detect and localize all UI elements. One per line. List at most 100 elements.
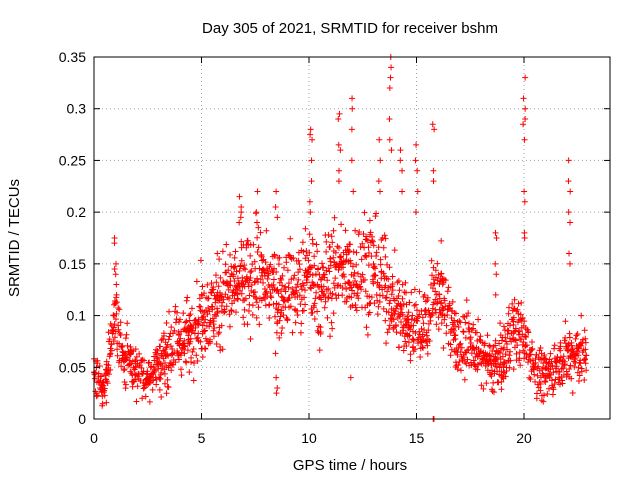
- data-point: [245, 241, 252, 248]
- data-point: [110, 338, 117, 345]
- data-point: [438, 237, 445, 244]
- data-point: [345, 249, 352, 256]
- data-point: [457, 340, 464, 347]
- data-point: [509, 300, 516, 307]
- data-point: [94, 392, 101, 399]
- data-point: [429, 272, 436, 279]
- data-point: [411, 286, 418, 293]
- data-point: [195, 318, 202, 325]
- data-point: [253, 209, 260, 216]
- data-point: [430, 167, 437, 174]
- data-point: [406, 299, 413, 306]
- data-point: [112, 271, 119, 278]
- data-point: [521, 136, 528, 143]
- data-point: [512, 325, 519, 332]
- data-point: [374, 297, 381, 304]
- data-point: [118, 344, 125, 351]
- data-point: [447, 341, 454, 348]
- y-axis-label: SRMTID / TECUs: [6, 179, 23, 297]
- data-point: [399, 329, 406, 336]
- data-point: [400, 300, 407, 307]
- data-point: [205, 295, 212, 302]
- data-point: [199, 353, 206, 360]
- data-point: [159, 336, 166, 343]
- data-point: [296, 266, 303, 273]
- data-point: [576, 372, 583, 379]
- data-point: [231, 254, 238, 261]
- data-point: [238, 257, 245, 264]
- data-point: [450, 327, 457, 334]
- data-point: [408, 289, 415, 296]
- data-point: [334, 243, 341, 250]
- data-point: [213, 279, 220, 286]
- data-point: [236, 219, 243, 226]
- data-point: [510, 318, 517, 325]
- data-point: [466, 362, 473, 369]
- data-point: [160, 330, 167, 337]
- data-point: [578, 368, 585, 375]
- data-point: [488, 373, 495, 380]
- data-point: [140, 385, 147, 392]
- data-point: [231, 278, 238, 285]
- data-point: [273, 188, 280, 195]
- data-point: [419, 344, 426, 351]
- data-point: [188, 305, 195, 312]
- data-point: [186, 312, 193, 319]
- data-point: [388, 291, 395, 298]
- data-point: [503, 338, 510, 345]
- data-point: [227, 251, 234, 258]
- data-point: [172, 359, 179, 366]
- data-point: [567, 362, 574, 369]
- data-point: [385, 276, 392, 283]
- data-point: [260, 294, 267, 301]
- data-point: [386, 322, 393, 329]
- data-point: [429, 285, 436, 292]
- data-point: [565, 347, 572, 354]
- data-point: [324, 277, 331, 284]
- data-point: [115, 305, 122, 312]
- data-point: [105, 329, 112, 336]
- data-point: [278, 276, 285, 283]
- data-point: [238, 238, 245, 245]
- data-point: [440, 345, 447, 352]
- data-point: [254, 234, 261, 241]
- data-point: [293, 307, 300, 314]
- data-point: [248, 282, 255, 289]
- data-point: [328, 233, 335, 240]
- data-point: [444, 288, 451, 295]
- data-point: [501, 358, 508, 365]
- data-point: [297, 329, 304, 336]
- data-point: [149, 386, 156, 393]
- data-point: [230, 273, 237, 280]
- data-point: [484, 332, 491, 339]
- data-point: [474, 366, 481, 373]
- data-point: [321, 304, 328, 311]
- data-point: [165, 336, 172, 343]
- data-point: [199, 283, 206, 290]
- data-point: [480, 385, 487, 392]
- data-point: [311, 316, 318, 322]
- data-point: [187, 335, 194, 342]
- data-point: [284, 317, 291, 324]
- data-point: [492, 229, 499, 236]
- data-point: [457, 348, 464, 355]
- data-point: [213, 313, 220, 320]
- data-point: [465, 310, 472, 317]
- data-point: [115, 326, 122, 333]
- data-point: [392, 321, 399, 328]
- data-point: [524, 326, 531, 333]
- data-points: [90, 54, 590, 422]
- data-point: [336, 167, 343, 174]
- data-point: [464, 356, 471, 363]
- data-point: [314, 308, 321, 315]
- y-tick-label: 0.15: [59, 256, 86, 272]
- data-point: [309, 309, 316, 316]
- data-point: [397, 157, 404, 164]
- data-point: [265, 272, 272, 279]
- data-point: [224, 294, 231, 301]
- data-point: [302, 301, 309, 308]
- data-point: [278, 330, 285, 337]
- data-point: [460, 329, 467, 336]
- data-point: [342, 227, 349, 234]
